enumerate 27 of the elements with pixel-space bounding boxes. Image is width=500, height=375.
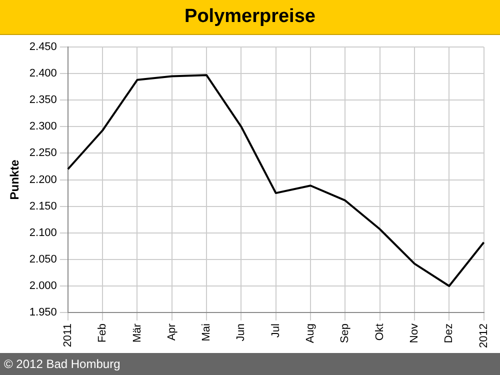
y-tick-label: 2.450 — [29, 41, 57, 54]
x-tick-label: Aug — [304, 324, 317, 344]
y-tick-label: 2.400 — [29, 68, 57, 80]
x-tick-label: Nov — [408, 323, 421, 344]
x-tick-label: 2012 — [478, 324, 490, 348]
y-tick-label: 2.150 — [29, 200, 57, 212]
y-tick-label: 2.350 — [29, 94, 57, 106]
x-tick-label: Dez — [443, 324, 456, 344]
y-tick-label: 2.050 — [29, 253, 57, 266]
y-tick-label: 1.950 — [29, 306, 57, 319]
y-tick-label: 2.250 — [29, 147, 57, 160]
y-tick-label: 2.000 — [29, 280, 57, 292]
x-tick-label: Jul — [270, 324, 282, 338]
x-tick-label: Jun — [235, 324, 248, 342]
x-tick-label: Feb — [96, 324, 109, 342]
y-tick-label: 2.100 — [29, 226, 57, 239]
x-tick-label: Okt — [374, 324, 386, 341]
y-axis-title: Punkte — [8, 159, 22, 200]
chart-title: Polymerpreise — [0, 0, 500, 35]
x-tick-label: 2011 — [62, 324, 74, 348]
text: © 2012 Bad Homburg — [0, 353, 500, 375]
y-tick-label: 2.300 — [29, 120, 57, 133]
x-tick-label: Mär — [131, 323, 144, 342]
x-tick-label: Apr — [166, 323, 178, 341]
y-tick-label: 2.200 — [29, 174, 57, 186]
x-tick-label: Sep — [339, 324, 352, 344]
x-tick-label: Mai — [200, 324, 213, 342]
